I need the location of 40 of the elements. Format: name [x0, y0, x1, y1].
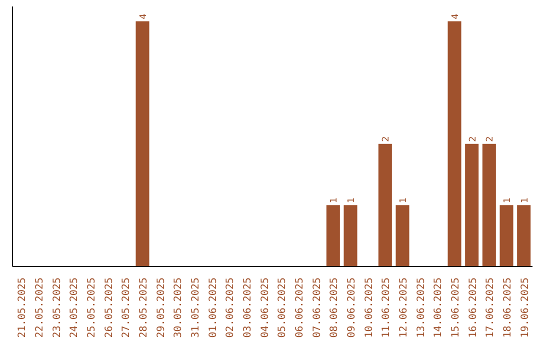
data-label: 4: [139, 13, 149, 20]
x-tick-label: 23.05.2025: [52, 277, 63, 338]
x-tick-label: 25.05.2025: [86, 277, 98, 338]
x-tick-label: 05.06.2025: [277, 277, 288, 338]
x-tick-label: 07.06.2025: [312, 277, 323, 338]
data-label: 1: [330, 197, 340, 204]
x-tick-label: 02.06.2025: [225, 277, 236, 338]
data-label: 1: [520, 197, 530, 204]
x-tick-label: 22.05.2025: [34, 277, 46, 338]
x-tick-label: 01.06.2025: [208, 277, 219, 338]
x-tick-label: 08.06.2025: [329, 277, 340, 338]
x-tick-label: 27.05.2025: [121, 277, 132, 338]
data-label: 1: [347, 197, 357, 204]
x-tick-label: 30.05.2025: [173, 277, 184, 338]
x-tick-label: 03.06.2025: [242, 277, 254, 338]
data-label: 2: [382, 136, 392, 142]
data-label: 2: [468, 136, 478, 142]
data-label: 1: [399, 197, 409, 204]
x-tick-label: 15.06.2025: [450, 277, 462, 338]
x-tick-label: 10.06.2025: [364, 277, 375, 338]
x-tick-label: 16.06.2025: [468, 277, 479, 338]
x-tick-label: 13.06.2025: [416, 277, 427, 338]
x-tick-label: 17.06.2025: [485, 277, 496, 338]
x-tick-label: 14.06.2025: [433, 277, 444, 338]
x-tick-label: 26.05.2025: [104, 277, 115, 338]
data-label: 4: [451, 13, 461, 20]
x-tick-label: 24.05.2025: [69, 277, 80, 338]
x-tick-label: 12.06.2025: [398, 277, 410, 338]
data-label: 2: [486, 136, 496, 142]
x-tick-label: 11.06.2025: [381, 277, 392, 338]
x-tick-label: 21.05.2025: [17, 277, 28, 338]
x-tick-label: 29.05.2025: [156, 277, 167, 338]
x-tick-label: 04.06.2025: [260, 277, 271, 338]
x-tick-label: 06.06.2025: [294, 277, 306, 338]
x-tick-label: 18.06.2025: [502, 277, 514, 338]
data-label: 1: [503, 197, 513, 204]
x-tick-label: 28.05.2025: [138, 277, 150, 338]
x-tick-label: 31.05.2025: [190, 277, 202, 338]
x-tick-label: 19.06.2025: [520, 277, 531, 338]
x-tick-label: 09.06.2025: [346, 277, 358, 338]
